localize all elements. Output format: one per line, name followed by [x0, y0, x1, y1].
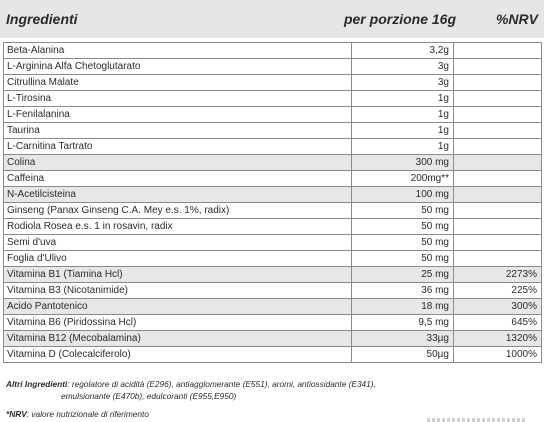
other-ingredients-text-1: : regolatore di acidità (E296), antiaggl…	[67, 379, 376, 389]
ingredient-name: Semi d'uva	[3, 234, 352, 251]
nrv-footnote-text: : valore nutrizionale di riferimento	[26, 409, 149, 419]
header-ingredients: Ingredienti	[6, 11, 78, 27]
ingredient-amount: 9,5 mg	[351, 314, 454, 331]
ingredient-nrv	[453, 90, 542, 107]
ingredient-nrv	[453, 74, 542, 91]
ingredient-nrv: 300%	[453, 298, 542, 315]
table-row: L-Arginina Alfa Chetoglutarato 3g	[3, 58, 542, 75]
ingredient-nrv	[453, 106, 542, 123]
table-row: Vitamina B3 (Nicotanimide) 36 mg 225%	[3, 282, 542, 299]
ingredient-amount: 50 mg	[351, 234, 454, 251]
ingredient-amount: 33µg	[351, 330, 454, 347]
ingredient-name: Foglia d'Ulivo	[3, 250, 352, 267]
nrv-footnote: *NRV: valore nutrizionale di riferimento	[6, 408, 149, 420]
cropped-text-fragment	[427, 418, 527, 422]
ingredient-name: Vitamina B1 (Tiamina Hcl)	[3, 266, 352, 283]
ingredient-nrv	[453, 58, 542, 75]
table-row: Foglia d'Ulivo 50 mg	[3, 250, 542, 267]
ingredient-amount: 200mg**	[351, 170, 454, 187]
table-row: Taurina 1g	[3, 122, 542, 139]
table-row: Colina 300 mg	[3, 154, 542, 171]
ingredient-amount: 50 mg	[351, 250, 454, 267]
ingredient-nrv	[453, 202, 542, 219]
other-ingredients-label: Altri Ingredienti	[6, 379, 68, 389]
ingredient-nrv	[453, 170, 542, 187]
ingredient-nrv: 2273%	[453, 266, 542, 283]
table-row: Ginseng (Panax Ginseng C.A. Mey e.s. 1%,…	[3, 202, 542, 219]
table-row: Vitamina B1 (Tiamina Hcl) 25 mg 2273%	[3, 266, 542, 283]
table-row: Vitamina D (Colecalciferolo) 50µg 1000%	[3, 346, 542, 363]
table-header: Ingredienti per porzione 16g %NRV	[0, 0, 544, 38]
ingredient-nrv	[453, 154, 542, 171]
header-nrv: %NRV	[495, 11, 538, 27]
ingredient-nrv	[453, 218, 542, 235]
ingredient-amount: 50µg	[351, 346, 454, 363]
ingredient-name: Taurina	[3, 122, 352, 139]
ingredient-amount: 100 mg	[351, 186, 454, 203]
ingredient-nrv	[453, 42, 542, 59]
ingredient-name: Caffeina	[3, 170, 352, 187]
other-ingredients-text-2: emulsionante (E470b), edulcoranti (E955,…	[61, 391, 237, 401]
header-per-serving: per porzione 16g	[343, 11, 456, 27]
ingredient-nrv: 225%	[453, 282, 542, 299]
table-row: L-Fenilalanina 1g	[3, 106, 542, 123]
table-row: Caffeina 200mg**	[3, 170, 542, 187]
ingredient-nrv	[453, 186, 542, 203]
ingredient-name: Vitamina B3 (Nicotanimide)	[3, 282, 352, 299]
ingredient-amount: 3g	[351, 58, 454, 75]
ingredient-amount: 36 mg	[351, 282, 454, 299]
ingredient-amount: 25 mg	[351, 266, 454, 283]
ingredient-nrv	[453, 250, 542, 267]
ingredient-name: Vitamina D (Colecalciferolo)	[3, 346, 352, 363]
ingredient-name: L-Fenilalanina	[3, 106, 352, 123]
ingredient-amount: 50 mg	[351, 218, 454, 235]
ingredient-amount: 3g	[351, 74, 454, 91]
ingredient-name: Vitamina B6 (Piridossina Hcl)	[3, 314, 352, 331]
ingredient-name: L-Carnitina Tartrato	[3, 138, 352, 155]
ingredient-amount: 1g	[351, 106, 454, 123]
ingredient-amount: 1g	[351, 90, 454, 107]
ingredient-name: N-Acetilcisteina	[3, 186, 352, 203]
table-row: Vitamina B12 (Mecobalamina) 33µg 1320%	[3, 330, 542, 347]
ingredient-name: Beta-Alanina	[3, 42, 352, 59]
ingredient-name: Ginseng (Panax Ginseng C.A. Mey e.s. 1%,…	[3, 202, 352, 219]
ingredient-name: Acido Pantotenico	[3, 298, 352, 315]
ingredient-name: L-Tirosina	[3, 90, 352, 107]
ingredient-nrv	[453, 138, 542, 155]
ingredient-name: L-Arginina Alfa Chetoglutarato	[3, 58, 352, 75]
ingredients-table: Beta-Alanina 3,2g L-Arginina Alfa Chetoglu…	[3, 42, 542, 363]
ingredient-nrv: 1320%	[453, 330, 542, 347]
ingredient-amount: 1g	[351, 122, 454, 139]
other-ingredients: Altri Ingredienti: regolatore di acidità…	[6, 378, 536, 402]
ingredient-amount: 50 mg	[351, 202, 454, 219]
table-row: N-Acetilcisteina 100 mg	[3, 186, 542, 203]
table-row: Semi d'uva 50 mg	[3, 234, 542, 251]
table-row: L-Tirosina 1g	[3, 90, 542, 107]
ingredient-name: Colina	[3, 154, 352, 171]
ingredient-nrv	[453, 122, 542, 139]
ingredient-nrv: 1000%	[453, 346, 542, 363]
table-row: Acido Pantotenico 18 mg 300%	[3, 298, 542, 315]
table-row: Citrullina Malate 3g	[3, 74, 542, 91]
nrv-footnote-label: *NRV	[6, 409, 27, 419]
ingredient-amount: 1g	[351, 138, 454, 155]
ingredient-amount: 300 mg	[351, 154, 454, 171]
table-row: Rodiola Rosea e.s. 1 in rosavin, radix 50…	[3, 218, 542, 235]
ingredients-table-body: Beta-Alanina 3,2g L-Arginina Alfa Chetoglu…	[3, 42, 542, 363]
table-row: L-Carnitina Tartrato 1g	[3, 138, 542, 155]
ingredient-name: Rodiola Rosea e.s. 1 in rosavin, radix	[3, 218, 352, 235]
ingredient-amount: 18 mg	[351, 298, 454, 315]
ingredient-nrv: 645%	[453, 314, 542, 331]
table-row: Vitamina B6 (Piridossina Hcl) 9,5 mg 645%	[3, 314, 542, 331]
table-row: Beta-Alanina 3,2g	[3, 42, 542, 59]
ingredient-nrv	[453, 234, 542, 251]
ingredient-amount: 3,2g	[351, 42, 454, 59]
ingredient-name: Vitamina B12 (Mecobalamina)	[3, 330, 352, 347]
ingredient-name: Citrullina Malate	[3, 74, 352, 91]
